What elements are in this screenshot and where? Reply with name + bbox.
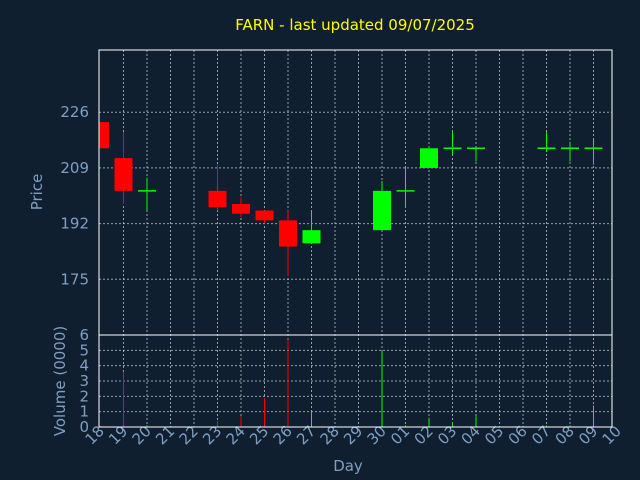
price-tick-label: 226	[60, 103, 89, 121]
candle-body	[420, 148, 438, 168]
x-tick-label: 07	[528, 422, 554, 448]
x-tick-label: 05	[481, 422, 507, 448]
grid-layer	[99, 50, 612, 427]
volume-tick-label: 6	[79, 326, 89, 344]
x-tick-label: 03	[434, 422, 460, 448]
x-axis-label: Day	[333, 457, 363, 475]
volume-tick-label: 3	[79, 372, 89, 390]
x-tick-label: 09	[575, 422, 601, 448]
candle-body	[208, 190, 227, 208]
volume-axis-label: Volume (0000)	[51, 326, 69, 436]
volume-tick-label: 0	[79, 418, 89, 436]
x-tick-label: 19	[105, 422, 131, 448]
x-tick-label: 29	[340, 422, 366, 448]
x-tick-label: 24	[223, 422, 249, 448]
x-tick-label: 06	[505, 422, 531, 448]
x-tick-label: 23	[199, 422, 225, 448]
candle-body	[373, 190, 391, 231]
x-tick-label: 21	[152, 422, 178, 448]
x-tick-label: 27	[293, 422, 319, 448]
volume-layer	[99, 339, 594, 427]
price-tick-label: 209	[60, 159, 89, 177]
volume-panel-frame	[98, 334, 613, 428]
volume-tick-label: 5	[79, 341, 89, 359]
candle-body	[232, 203, 250, 214]
candle-body	[114, 158, 133, 191]
price-tick-label: 175	[60, 270, 89, 288]
x-tick-label: 04	[458, 422, 484, 448]
volume-tick-label: 2	[79, 387, 89, 405]
price-tick-label: 192	[60, 215, 89, 233]
candle-body	[302, 230, 321, 244]
volume-tick-label: 1	[79, 403, 89, 421]
candle-body	[99, 122, 109, 149]
x-tick-label: 02	[411, 422, 437, 448]
volume-tick-label: 4	[79, 357, 89, 375]
price-axis-label: Price	[28, 174, 46, 211]
x-tick-label: 26	[270, 422, 296, 448]
x-tick-label: 08	[552, 422, 578, 448]
price-panel-frame	[98, 49, 613, 336]
x-tick-label: 28	[317, 422, 343, 448]
x-tick-label: 01	[387, 422, 413, 448]
x-tick-label: 20	[129, 422, 155, 448]
x-tick-label: 25	[246, 422, 272, 448]
x-tick-label: 30	[364, 422, 390, 448]
x-tick-label: 22	[176, 422, 202, 448]
candle-body	[279, 220, 297, 247]
candle-body	[255, 210, 274, 221]
candle-layer	[99, 122, 603, 277]
chart-title: FARN - last updated 09/07/2025	[235, 16, 475, 34]
